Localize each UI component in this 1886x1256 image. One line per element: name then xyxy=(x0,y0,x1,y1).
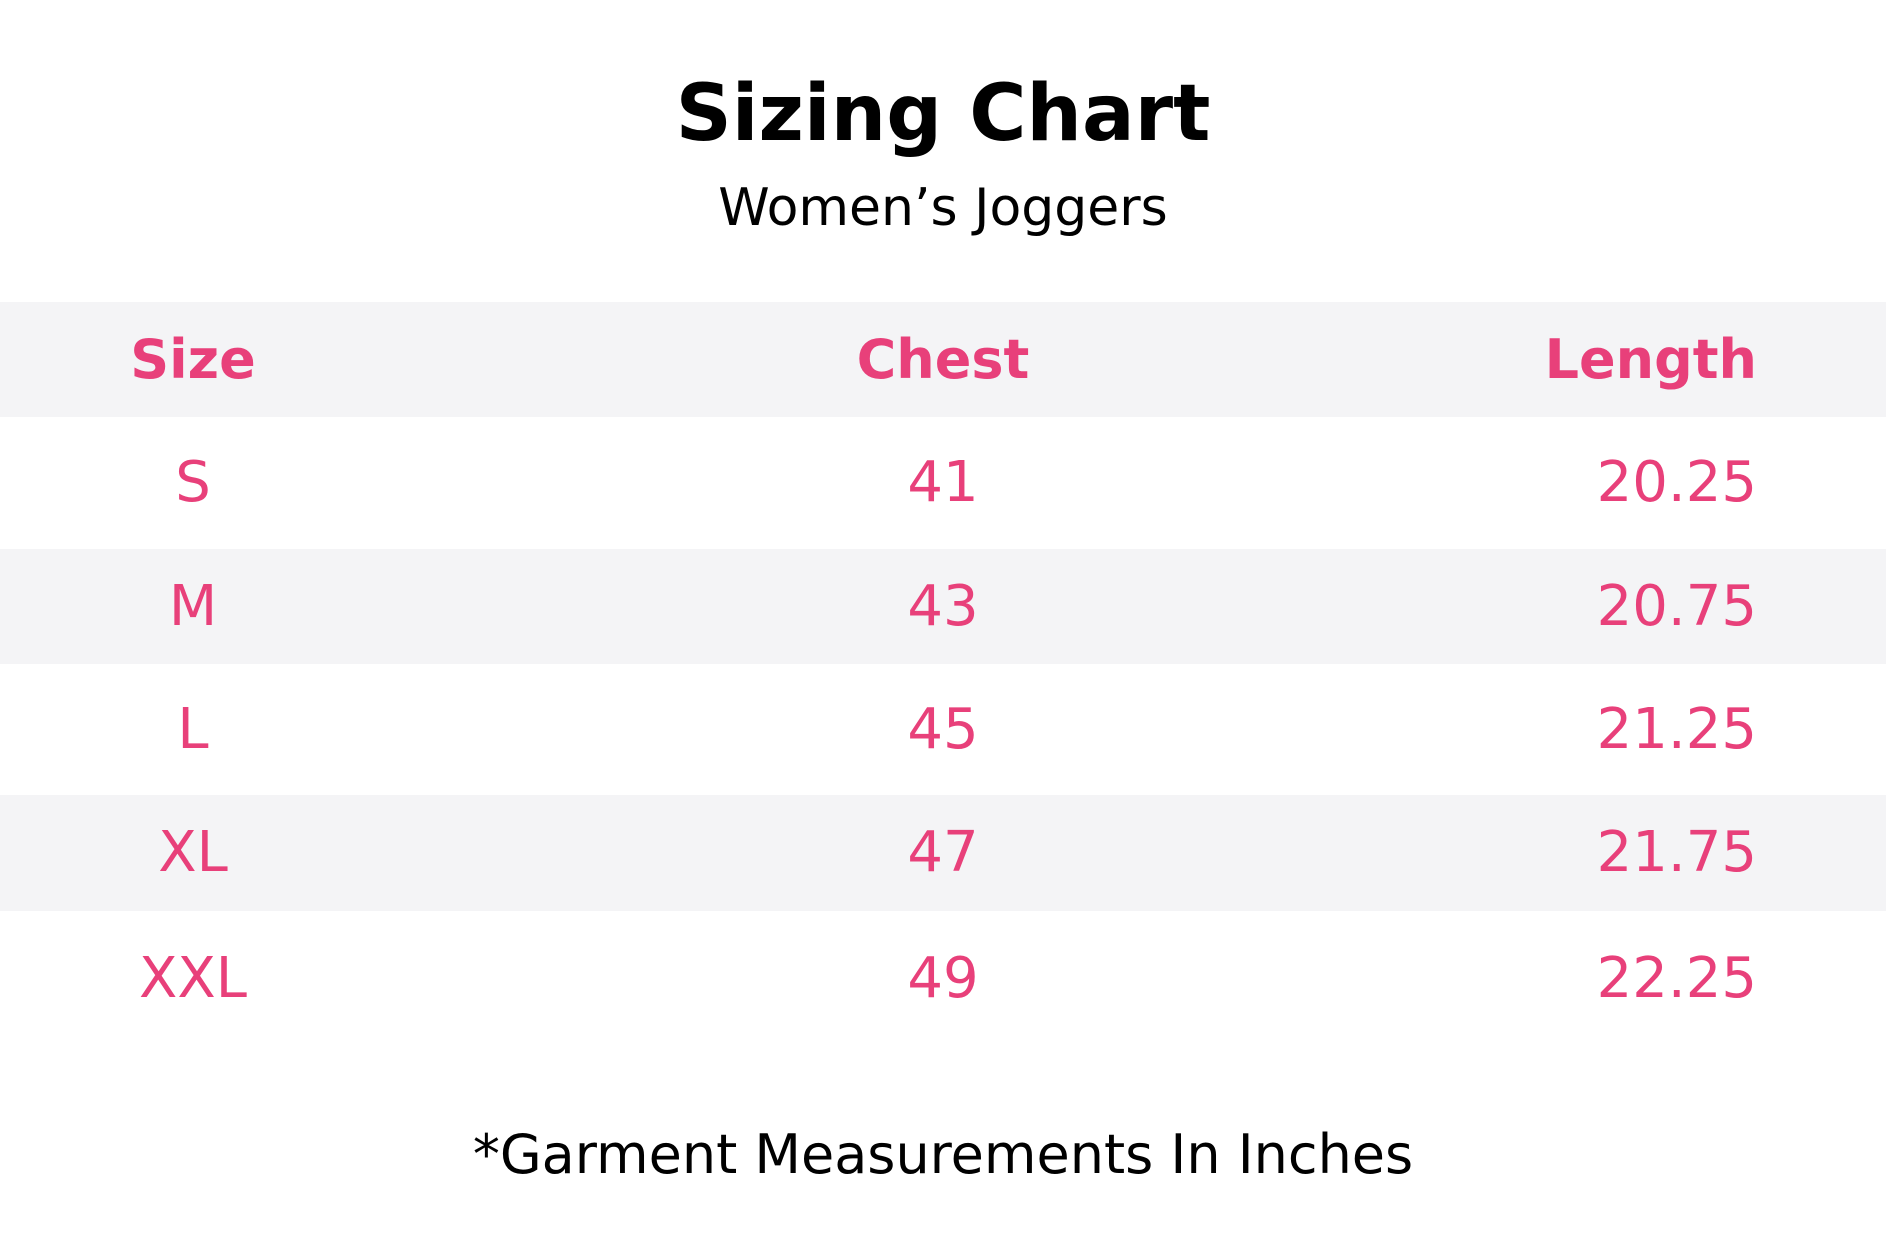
table-cell: 41 xyxy=(907,450,979,515)
table-cell: XXL xyxy=(139,946,247,1011)
row-band xyxy=(0,549,1886,664)
subtitle: Women’s Joggers xyxy=(718,178,1168,238)
table-cell: 21.25 xyxy=(1596,696,1757,762)
table-cell: M xyxy=(168,573,218,639)
row-band xyxy=(0,302,1886,417)
title: Sizing Chart xyxy=(675,69,1211,159)
row-band xyxy=(0,795,1886,911)
column-header: Size xyxy=(130,327,256,391)
table-cell: 20.75 xyxy=(1596,573,1757,639)
table-cell: 47 xyxy=(907,820,979,885)
table-cell: 43 xyxy=(907,573,979,639)
table-cell: 22.25 xyxy=(1596,946,1757,1011)
table-cell: 49 xyxy=(907,946,979,1011)
table-cell: 20.25 xyxy=(1596,450,1757,515)
footnote: *Garment Measurements In Inches xyxy=(472,1123,1414,1186)
table-cell: L xyxy=(177,696,209,762)
table-cell: 21.75 xyxy=(1596,820,1757,885)
column-header: Chest xyxy=(856,327,1030,391)
table-cell: S xyxy=(175,450,211,515)
table-cell: XL xyxy=(158,820,228,885)
column-header: Length xyxy=(1544,327,1757,391)
table-cell: 45 xyxy=(907,696,979,762)
